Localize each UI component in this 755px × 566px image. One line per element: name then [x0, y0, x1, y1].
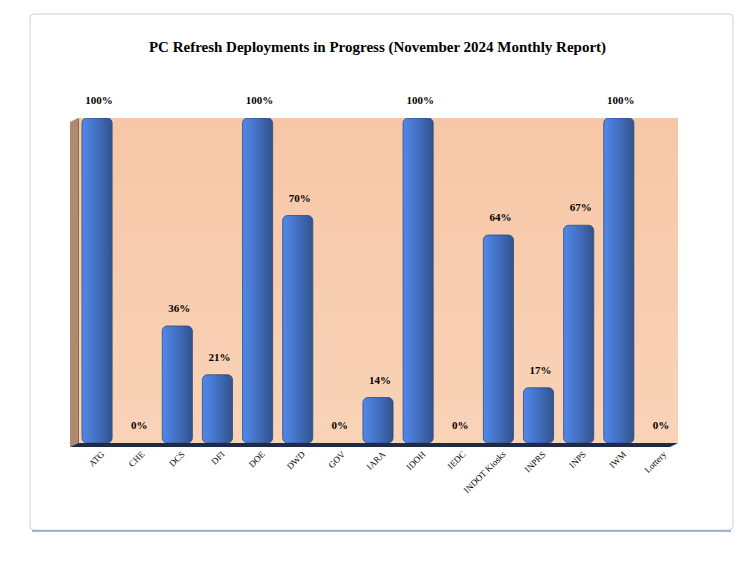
data-label: 100% — [246, 94, 274, 106]
x-axis: ATG CHE DCS DFI DOE DWD GOV IARA IDOH IEDCINDOT K… — [79, 448, 679, 496]
x-tick: INDOT Kiosks — [462, 449, 508, 495]
data-labels: 100% 0% 36% 21% 100% 70% 0% 14% 100% 0% 64% 17% 67% 1… — [85, 94, 669, 431]
data-label: 67% — [570, 201, 592, 213]
x-tick-label: ATG — [87, 449, 107, 469]
data-label: 64% — [489, 211, 511, 223]
bar — [523, 388, 553, 443]
data-label: 0% — [332, 419, 349, 431]
x-tick-label: DFI — [209, 449, 226, 466]
data-label: 0% — [653, 419, 670, 431]
x-tick-label: Lottery — [642, 449, 668, 475]
x-tick-label: INDOT Kiosks — [462, 449, 508, 495]
floor — [70, 443, 678, 447]
x-tick: IWM — [607, 449, 628, 470]
x-tick: INPRS — [523, 449, 548, 474]
frame-shadow — [32, 530, 731, 532]
title: PC Refresh Deployments in Progress (Nove… — [149, 39, 606, 56]
data-label: 14% — [369, 374, 391, 386]
x-tick: IARA — [365, 449, 388, 472]
x-tick: IEDC — [446, 449, 468, 471]
bar — [604, 118, 634, 443]
data-label: 21% — [208, 351, 230, 363]
x-axis-line — [79, 447, 679, 448]
bar — [122, 443, 152, 444]
x-tick-label: INPS — [567, 449, 588, 470]
bar — [243, 118, 273, 443]
x-tick: CHE — [127, 449, 147, 469]
y-axis — [78, 119, 79, 444]
x-tick-label: IEDC — [446, 449, 468, 471]
x-tick: ATG — [87, 449, 107, 469]
bar — [363, 398, 393, 444]
data-label: 70% — [289, 192, 311, 204]
plot-background — [78, 118, 678, 443]
x-tick: GOV — [326, 449, 347, 470]
bar — [283, 216, 313, 444]
data-label: 17% — [530, 364, 552, 376]
bars — [82, 118, 634, 443]
x-tick-label: DOE — [247, 449, 268, 470]
side-wall — [70, 118, 78, 447]
bar — [644, 443, 674, 444]
x-tick-label: IWM — [607, 449, 628, 470]
data-label: 100% — [607, 94, 635, 106]
x-tick: DOE — [247, 449, 268, 470]
data-label: 100% — [406, 94, 434, 106]
x-tick-label: GOV — [326, 449, 347, 470]
bar — [323, 443, 353, 444]
plot: ATG CHE DCS DFI DOE DWD GOV IARA IDOH IEDCINDOT K… — [70, 94, 679, 495]
x-tick: IDOH — [404, 449, 427, 472]
bar — [82, 118, 112, 443]
data-label: 0% — [452, 419, 469, 431]
bar — [443, 443, 473, 444]
x-tick: DCS — [167, 449, 186, 468]
data-label: 0% — [131, 419, 148, 431]
x-tick-label: DWD — [285, 449, 308, 472]
x-tick: DFI — [209, 449, 226, 466]
data-label: 36% — [168, 302, 190, 314]
bar — [403, 118, 433, 443]
bar — [202, 375, 232, 443]
x-tick: Lottery — [642, 449, 668, 475]
data-label: 100% — [85, 94, 113, 106]
bar — [483, 235, 513, 443]
x-tick: DWD — [285, 449, 308, 472]
x-tick-label: CHE — [127, 449, 147, 469]
chart: PC Refresh Deployments in Progress (Nove… — [0, 0, 755, 566]
x-tick: INPS — [567, 449, 588, 470]
bar — [162, 326, 192, 443]
x-tick-label: INPRS — [523, 449, 548, 474]
x-tick-label: IARA — [365, 449, 388, 472]
y-axis-line — [78, 119, 79, 444]
page-frame — [30, 14, 733, 530]
x-tick-label: DCS — [167, 449, 186, 468]
bar — [564, 225, 594, 443]
x-tick-label: IDOH — [404, 449, 427, 472]
